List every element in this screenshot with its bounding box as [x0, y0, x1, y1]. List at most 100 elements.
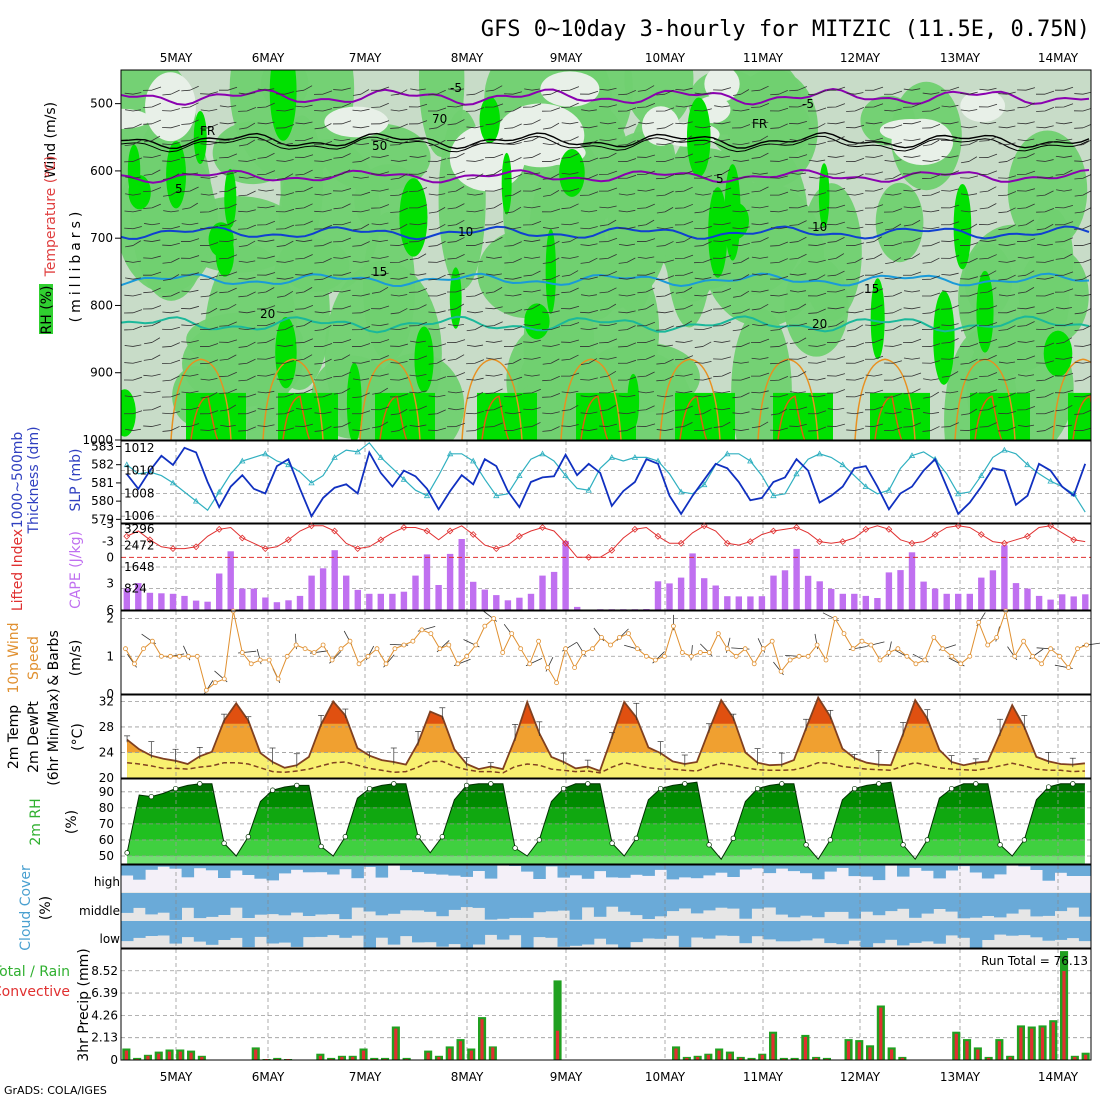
wind-barb: [409, 321, 428, 327]
wind-barb: [864, 288, 884, 293]
precip-conv-bar: [200, 1056, 204, 1060]
wind-speed-point: [715, 631, 721, 636]
wind-barb: [940, 86, 960, 91]
cloud-bar: [800, 921, 813, 941]
cloud-bar: [1042, 893, 1055, 916]
cloud-bar: [1018, 921, 1031, 936]
wind-barb: [390, 207, 408, 213]
cloud-bar: [654, 893, 667, 917]
wind-barb: [504, 258, 522, 264]
wind-barb: [922, 139, 940, 147]
wind-barb: [352, 392, 370, 399]
cloud-bar: [751, 893, 764, 909]
thickness-point: [400, 475, 408, 482]
wind-barb: [333, 255, 351, 259]
wind-barb: [866, 236, 883, 244]
wind-barb: [427, 343, 447, 347]
wind-barb: [295, 203, 313, 210]
wind-barb: [370, 305, 390, 310]
wind-barb: [752, 172, 768, 175]
wind-barb: [732, 192, 750, 196]
wind-barb: [732, 159, 750, 162]
cloud-bar: [1030, 865, 1043, 870]
cape-bar: [319, 568, 327, 610]
precip-conv-bar: [1073, 1056, 1077, 1060]
wind-barb: [864, 204, 884, 209]
thickness-point: [216, 488, 223, 495]
wind-barb: [713, 321, 732, 327]
wind-barb: [979, 239, 997, 242]
wind-barb: [865, 374, 883, 377]
wind-barb: [846, 209, 864, 213]
wind-barb: [162, 108, 181, 112]
wind-barb: [960, 175, 979, 179]
wind-barb: [504, 123, 522, 129]
wind-barb: [485, 405, 503, 411]
wind-barb: [410, 88, 426, 91]
rh-point: [682, 781, 688, 787]
rh-point: [706, 842, 712, 848]
wind-barb: [523, 152, 541, 159]
wind-barb: [257, 407, 275, 411]
wind-barb: [675, 236, 693, 244]
wind-barb: [713, 87, 732, 91]
wind-barb: [257, 121, 275, 125]
wind-barb: [332, 272, 352, 276]
wind-barb: [448, 303, 465, 311]
contour-label: 70: [432, 112, 447, 126]
cape-bar: [955, 593, 962, 610]
wind-barb: [143, 135, 161, 143]
wind-barb: [446, 339, 466, 343]
wind-barb: [409, 187, 428, 192]
wind-barb: [713, 340, 731, 343]
wind-barb: [1074, 361, 1091, 364]
wind-barb: [1017, 256, 1035, 259]
wind-barb: [200, 193, 218, 196]
wind-barb: [542, 343, 560, 347]
wind-bg: [121, 611, 1091, 694]
cloud-bar: [690, 921, 704, 938]
wind-barb: [960, 391, 978, 399]
wind-barb: [922, 426, 940, 432]
rh-tick-label: 50: [99, 849, 114, 863]
cloud-bar: [484, 865, 498, 879]
wind-speed-point: [212, 680, 218, 686]
rh-point: [439, 834, 445, 840]
precip-tick-label: 6.39: [91, 986, 118, 1000]
precip-frame: [120, 948, 1092, 1061]
wind-barb: [713, 288, 732, 293]
wind-barb: [769, 276, 789, 280]
wind-barb: [276, 108, 294, 112]
cape-bar: [908, 552, 916, 610]
wind-barb: [827, 339, 846, 343]
wind-barb: [941, 371, 959, 378]
cloud-bar: [642, 893, 655, 919]
wind-barb: [238, 291, 256, 298]
wind-barb: [751, 152, 769, 159]
minmax-label: (6hr Min/Max): [46, 688, 62, 785]
rh-point: [342, 834, 348, 840]
wind-barb: [466, 139, 484, 147]
wind-barb: [770, 376, 789, 381]
temp-contour-30: [1072, 395, 1091, 440]
thickness-point: [862, 483, 869, 489]
wind-barb: [694, 207, 712, 214]
wind-barb: [732, 175, 750, 179]
rh-mid-region: [606, 132, 678, 215]
cloud-bar: [787, 921, 801, 942]
cloud-bar: [606, 921, 619, 945]
cloud-bar: [1030, 893, 1043, 917]
li-point: [885, 525, 893, 533]
rh-tick-label: 60: [99, 833, 114, 847]
wind-barb: [200, 291, 218, 298]
cape-bar: [804, 575, 812, 610]
wind-barb: [352, 125, 370, 129]
wind-barb: [181, 272, 200, 276]
precip-conv-bar: [254, 1049, 258, 1060]
wind-barb: [352, 209, 370, 213]
wind-barb: [789, 322, 808, 327]
thickness-point: [585, 486, 592, 493]
wind-barb: [200, 225, 219, 230]
wind-barb: [1074, 409, 1091, 415]
wind-barb: [200, 428, 218, 431]
